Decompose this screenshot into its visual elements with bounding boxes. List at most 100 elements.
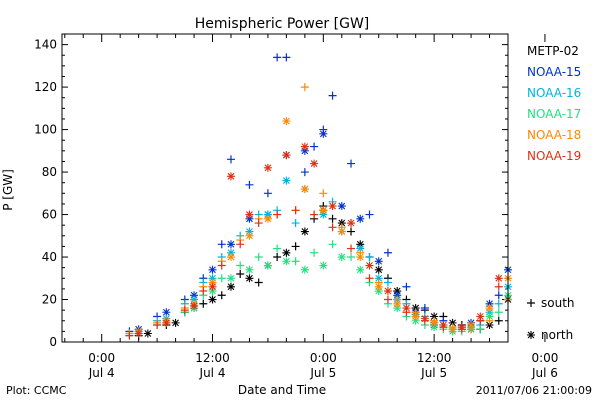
y-tick-label-2: 40 — [42, 250, 57, 264]
marker-legend-label-north: north — [541, 328, 573, 342]
point-north — [374, 274, 383, 283]
point-south — [485, 316, 494, 325]
point-south — [476, 325, 485, 334]
point-south — [383, 278, 392, 287]
point-north — [439, 321, 448, 330]
point-north — [448, 318, 457, 327]
point-north — [226, 282, 235, 291]
legend-entry-noaa-17: NOAA-17 — [527, 107, 581, 121]
y-tick-label-4: 80 — [42, 165, 57, 179]
point-south — [273, 244, 282, 253]
point-north — [485, 304, 494, 313]
x-tick-label-date-3: Jul 5 — [420, 366, 447, 380]
point-north — [448, 325, 457, 334]
y-axis-label: P [GW] — [1, 169, 15, 211]
point-north — [485, 308, 494, 317]
point-north — [337, 202, 346, 211]
point-north — [411, 304, 420, 313]
point-north — [245, 274, 254, 283]
point-south — [328, 223, 337, 232]
legend: METP-02 NOAA-15 NOAA-16 NOAA-17 NOAA-18 NOAA-… — [527, 44, 581, 163]
point-north — [356, 244, 365, 253]
point-north — [319, 129, 328, 138]
point-north — [226, 274, 235, 283]
point-south — [328, 240, 337, 249]
point-south — [383, 248, 392, 257]
point-north — [374, 287, 383, 296]
point-north — [226, 172, 235, 181]
point-north — [485, 321, 494, 330]
point-north — [457, 323, 466, 332]
point-north — [328, 202, 337, 211]
point-north — [356, 253, 365, 262]
point-north — [282, 117, 291, 126]
point-south — [125, 331, 134, 340]
y-tick-label-5: 100 — [34, 123, 57, 137]
y-tick-label-3: 60 — [42, 208, 57, 222]
point-north — [319, 206, 328, 215]
point-south — [365, 274, 374, 283]
point-north — [485, 299, 494, 308]
point-south — [236, 240, 245, 249]
point-south — [254, 219, 263, 228]
point-south — [199, 299, 208, 308]
x-tick-label-time-3: 12:00 — [417, 351, 452, 365]
point-south — [245, 180, 254, 189]
marker-legend-label-south: south — [541, 296, 575, 310]
point-north — [467, 321, 476, 330]
point-north — [374, 265, 383, 274]
point-north — [356, 240, 365, 249]
plot-frame — [61, 33, 509, 343]
point-north — [282, 151, 291, 160]
point-north — [245, 227, 254, 236]
point-south — [310, 248, 319, 257]
legend-entry-noaa-19: NOAA-19 — [527, 149, 581, 163]
point-south — [217, 261, 226, 270]
point-south — [383, 295, 392, 304]
point-north — [208, 274, 217, 283]
point-south — [254, 253, 263, 262]
marker-legend-symbol-north — [527, 331, 535, 339]
point-north — [226, 253, 235, 262]
point-south — [254, 278, 263, 287]
chart-title: Hemispheric Power [GW] — [195, 16, 370, 32]
point-south — [310, 210, 319, 219]
point-south — [328, 214, 337, 223]
point-north — [337, 219, 346, 228]
point-south — [180, 306, 189, 315]
x-tick-label-time-1: 12:00 — [195, 351, 230, 365]
point-north — [263, 214, 272, 223]
point-south — [291, 206, 300, 215]
point-south — [494, 308, 503, 317]
point-north — [310, 159, 319, 168]
point-south — [291, 257, 300, 266]
marker-legend-symbol-south — [527, 299, 535, 307]
point-south — [291, 242, 300, 251]
point-north — [411, 312, 420, 321]
point-north — [356, 214, 365, 223]
point-south — [494, 291, 503, 300]
point-north — [143, 329, 152, 338]
point-north — [208, 278, 217, 287]
point-north — [208, 287, 217, 296]
legend-entry-noaa-16: NOAA-16 — [527, 86, 581, 100]
point-north — [245, 210, 254, 219]
point-north — [374, 257, 383, 266]
point-south — [494, 299, 503, 308]
data-points — [125, 53, 512, 340]
point-north — [208, 295, 217, 304]
point-south — [236, 261, 245, 270]
point-north — [319, 261, 328, 270]
marker-legend: south north — [527, 296, 575, 342]
point-north — [402, 304, 411, 313]
point-south — [365, 253, 374, 262]
point-south — [282, 53, 291, 62]
point-north — [226, 240, 235, 249]
series-noaa-15 — [125, 53, 512, 336]
point-north — [430, 318, 439, 327]
point-north — [319, 210, 328, 219]
point-north — [411, 316, 420, 325]
point-north — [420, 314, 429, 323]
